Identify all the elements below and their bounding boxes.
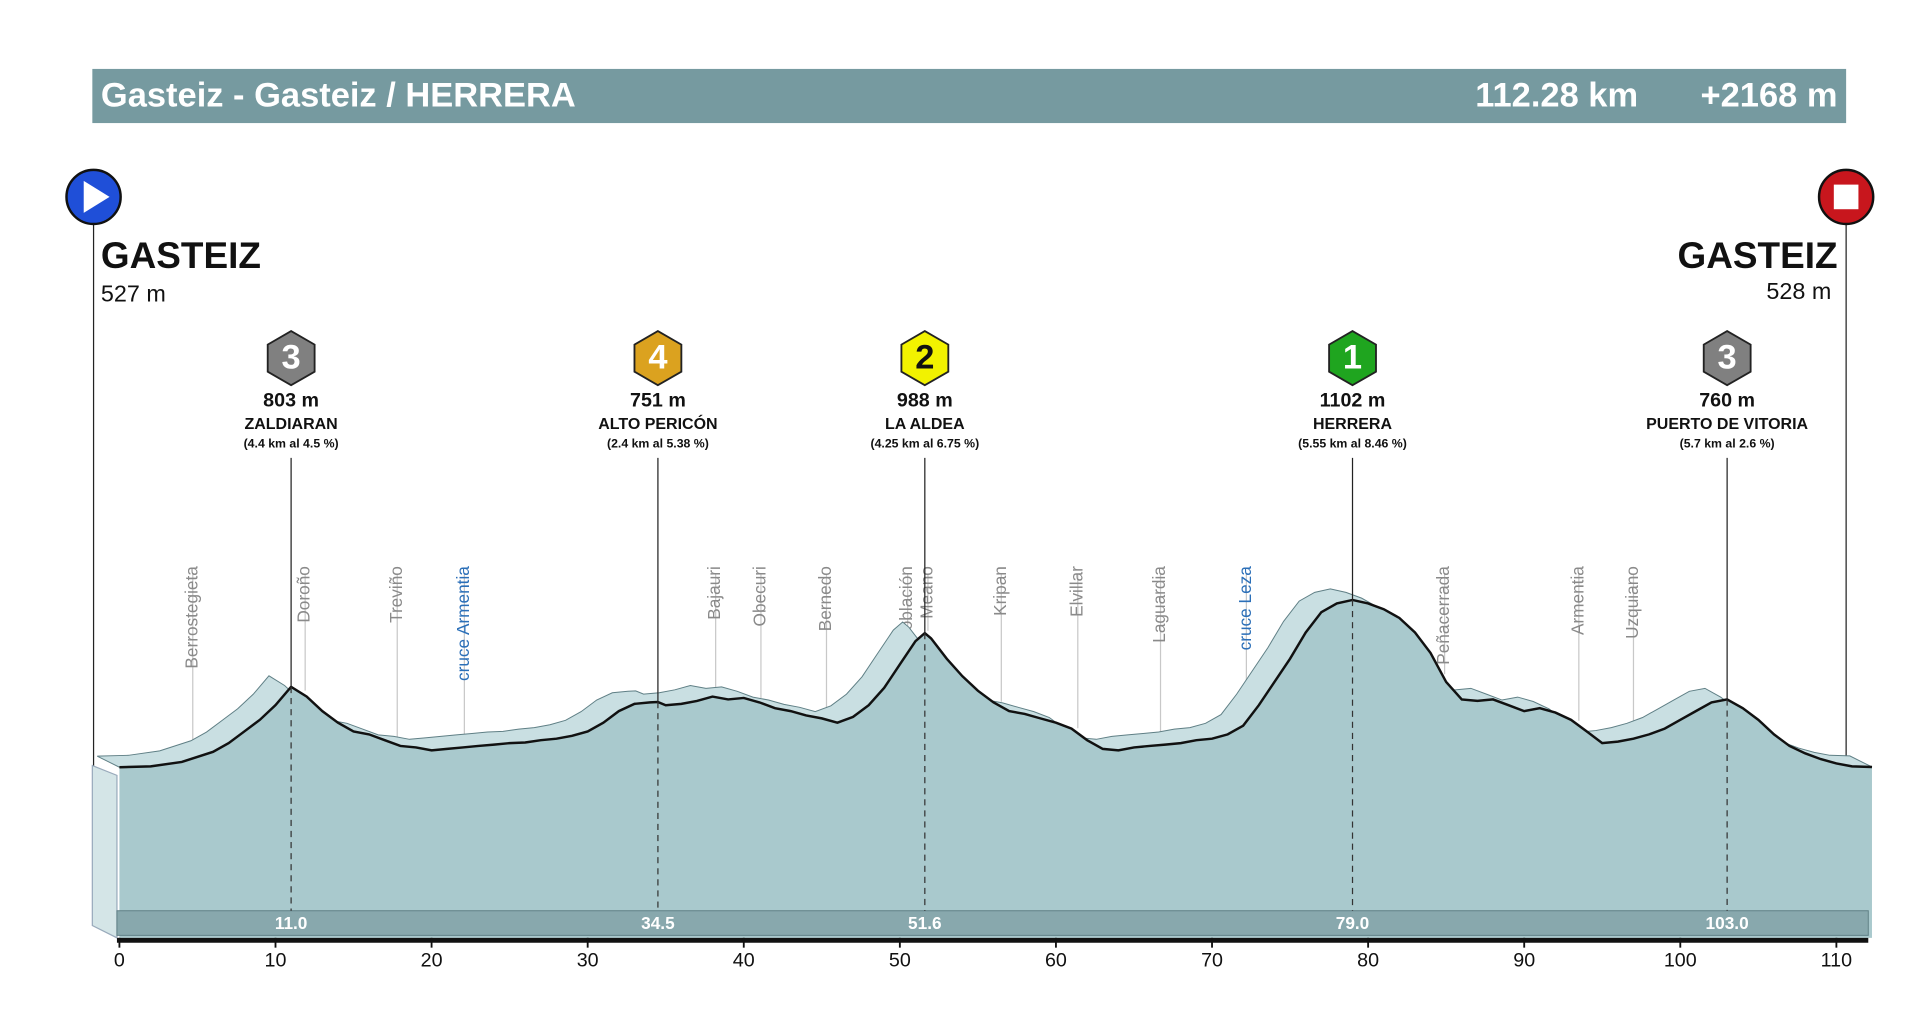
town-name: Berrostegieta [181, 566, 201, 669]
x-tick-label: 110 [1821, 949, 1852, 971]
town-name: Bernedo [815, 566, 835, 631]
climb-km: 79.0 [1336, 913, 1370, 933]
town-name: Meano [916, 566, 936, 619]
climb-category: 4 [648, 338, 667, 376]
climb-elevation: 751 m [630, 389, 686, 411]
town-name: Laguardia [1149, 566, 1169, 643]
start-elevation: 527 m [101, 281, 166, 307]
climb-badge [1328, 330, 1377, 387]
climb-detail: (5.55 km al 8.46 %) [1298, 437, 1407, 451]
town-name: Treviño [386, 566, 406, 623]
climb-km: 34.5 [641, 913, 675, 933]
finish-square [1833, 184, 1859, 210]
km-band [116, 910, 1869, 936]
climb-badge [900, 330, 950, 387]
town-name: Armentia [1567, 566, 1587, 635]
x-tick-label: 80 [1357, 949, 1379, 971]
town-name: cruce Armentia [453, 566, 473, 681]
climb-km: 11.0 [275, 913, 308, 933]
climb-category: 2 [915, 338, 934, 376]
x-tick-label: 100 [1664, 949, 1697, 971]
finish-name: GASTEIZ [1678, 235, 1838, 276]
profile-side [91, 764, 118, 939]
x-tick-label: 30 [577, 949, 599, 971]
town-name: Uzquiano [1622, 566, 1642, 639]
climb-name: LA ALDEA [885, 416, 965, 433]
climb-detail: (4.25 km al 6.75 %) [870, 437, 979, 451]
climb-name: ALTO PERICÓN [598, 414, 717, 433]
climb-km: 51.6 [908, 913, 942, 933]
start-name: GASTEIZ [101, 235, 261, 276]
profile-area [119, 599, 1872, 938]
climb-name: PUERTO DE VITORIA [1646, 416, 1808, 433]
climb-badge [633, 330, 683, 387]
climb-category: 1 [1343, 338, 1362, 376]
header-bar [92, 68, 1847, 124]
town-name: cruce Leza [1235, 566, 1255, 651]
climb-elevation: 760 m [1699, 389, 1755, 411]
x-tick-label: 70 [1201, 949, 1223, 971]
profile-line [119, 598, 1873, 769]
climb-badge [266, 330, 316, 387]
climb-detail: (4.4 km al 4.5 %) [244, 437, 339, 451]
climb-elevation: 803 m [263, 389, 319, 411]
stage-title: Gasteiz - Gasteiz / HERRERA [101, 76, 576, 114]
elevation-gain: +2168 m [1701, 76, 1838, 114]
finish-elevation: 528 m [1766, 278, 1831, 304]
climb-km: 103.0 [1706, 913, 1749, 933]
x-tick-label: 0 [114, 949, 125, 971]
climb-detail: (5.7 km al 2.6 %) [1680, 437, 1775, 451]
climb-detail: (2.4 km al 5.38 %) [607, 437, 709, 451]
town-name: Doroño [294, 566, 314, 622]
start-arrow [83, 180, 110, 213]
x-tick-label: 10 [265, 949, 287, 971]
x-tick-label: 50 [889, 949, 911, 971]
town-name: Kripan [990, 566, 1010, 616]
x-tick-label: 20 [421, 949, 443, 971]
town-name: Peñacerrada [1433, 566, 1453, 665]
x-tick-label: 60 [1045, 949, 1067, 971]
climb-name: ZALDIARAN [244, 416, 337, 433]
climb-name: HERRERA [1313, 416, 1392, 433]
climb-category: 3 [1718, 338, 1737, 376]
town-name: Elvillar [1066, 566, 1086, 617]
town-name: Bajauri [704, 566, 724, 620]
x-tick-label: 90 [1513, 949, 1535, 971]
climb-category: 3 [282, 338, 301, 376]
x-tick-label: 40 [733, 949, 755, 971]
town-name: Obecuri [749, 566, 769, 626]
climb-elevation: 1102 m [1320, 389, 1386, 411]
climb-elevation: 988 m [897, 389, 953, 411]
climb-badge [1702, 330, 1752, 387]
stage-distance: 112.28 km [1475, 76, 1638, 114]
